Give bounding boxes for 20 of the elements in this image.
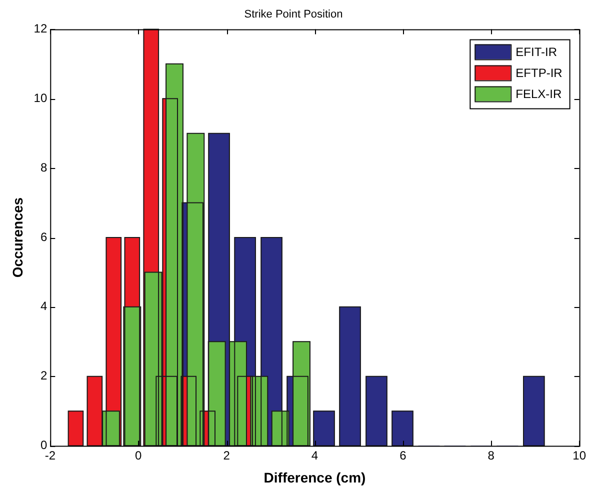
x-tick-label: 10 — [572, 448, 586, 462]
x-tick-label: -2 — [44, 448, 56, 462]
legend-label: EFTP-IR — [516, 66, 563, 80]
y-tick-label: 2 — [40, 368, 48, 383]
legend-label: EFIT-IR — [516, 45, 558, 60]
x-tick-label: 6 — [400, 448, 407, 462]
x-axis-title: Difference (cm) — [264, 469, 366, 486]
y-tick-label: 6 — [40, 230, 48, 244]
y-tick-label: 8 — [40, 160, 48, 174]
legend-label: FELX-IR — [516, 87, 562, 102]
y-tick-label: 10 — [34, 90, 48, 105]
x-tick-label: 0 — [135, 448, 142, 462]
y-tick-label: 4 — [40, 299, 48, 314]
chart-title: Strike Point Position — [244, 8, 343, 21]
y-axis-title: Occurences — [9, 197, 26, 278]
x-tick-label: 4 — [311, 448, 318, 462]
y-tick-label: 12 — [34, 22, 48, 36]
x-tick-label: 8 — [488, 448, 495, 462]
x-tick-label: 2 — [223, 448, 230, 462]
y-tick-label: 0 — [40, 438, 48, 452]
